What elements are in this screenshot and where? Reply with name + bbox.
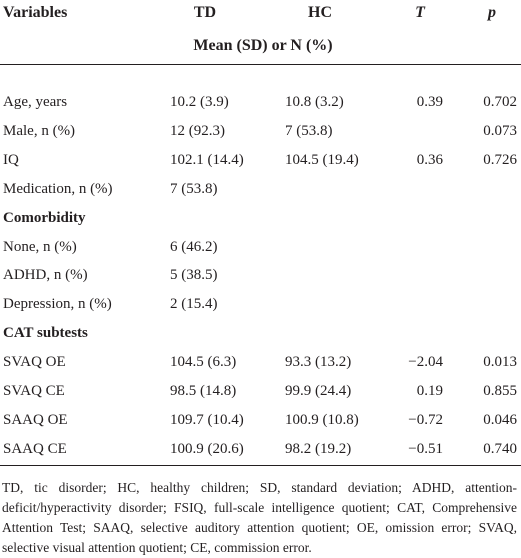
cell-value: 10.8 (3.2) — [285, 94, 344, 110]
row-label: Male, n (%) — [3, 122, 76, 139]
cell-value: −2.04 — [408, 354, 443, 371]
cell-value: 104.5 (19.4) — [285, 151, 359, 168]
cell-value: 100.9 (20.6) — [170, 440, 244, 457]
column-header: HC — [308, 4, 332, 21]
cell-value: 10.2 (3.9) — [170, 94, 229, 110]
cell-value: 0.19 — [416, 383, 443, 399]
cell-value: 6 (46.2) — [170, 238, 218, 255]
cell-value: 0.073 — [483, 122, 517, 139]
row-label: Depression, n (%) — [3, 296, 112, 313]
cell-value: 98.5 (14.8) — [170, 383, 237, 399]
row-label: SVAQ OE — [3, 354, 66, 371]
cell-value: 2 (15.4) — [170, 296, 218, 313]
cell-value: 98.2 (19.2) — [285, 440, 352, 457]
section-heading: Comorbidity — [3, 209, 86, 226]
cell-value: 0.013 — [483, 354, 517, 371]
column-header: T — [415, 4, 425, 21]
footnote: TD, tic disorder; HC, healthy children; … — [2, 480, 517, 555]
cell-value: 0.36 — [416, 151, 443, 168]
cell-value: 0.855 — [483, 383, 517, 399]
cell-value: 0.046 — [483, 411, 517, 428]
row-label: Medication, n (%) — [3, 180, 113, 197]
cell-value: 93.3 (13.2) — [285, 354, 352, 371]
row-label: IQ — [3, 151, 19, 168]
column-header: p — [488, 4, 496, 21]
cell-value: 100.9 (10.8) — [285, 411, 359, 428]
row-label: None, n (%) — [3, 238, 77, 255]
cell-value: 109.7 (10.4) — [170, 411, 244, 428]
rule — [0, 64, 521, 65]
column-header: TD — [193, 4, 217, 21]
cell-value: 102.1 (14.4) — [170, 151, 244, 168]
column-header: Variables — [3, 4, 68, 21]
cell-value: 5 (38.5) — [170, 267, 218, 284]
row-label: SAAQ OE — [3, 411, 68, 428]
cell-value: −0.72 — [408, 411, 443, 428]
row-label: ADHD, n (%) — [3, 267, 88, 284]
cell-value: 0.740 — [483, 440, 517, 457]
cell-value: 7 (53.8) — [285, 122, 333, 139]
column-subheader: Mean (SD) or N (%) — [193, 37, 333, 54]
row-label: Age, years — [3, 94, 68, 110]
section-heading: CAT subtests — [3, 325, 88, 342]
cell-value: 0.39 — [416, 94, 443, 110]
row-label: SAAQ CE — [3, 440, 67, 457]
rule — [0, 465, 521, 466]
row-label: SVAQ CE — [3, 383, 65, 399]
cell-value: 7 (53.8) — [170, 180, 218, 197]
cell-value: −0.51 — [408, 440, 443, 457]
cell-value: 0.726 — [483, 151, 517, 168]
cell-value: 99.9 (24.4) — [285, 383, 352, 399]
cell-value: 0.702 — [483, 94, 517, 110]
cell-value: 12 (92.3) — [170, 122, 225, 139]
cell-value: 104.5 (6.3) — [170, 354, 237, 371]
